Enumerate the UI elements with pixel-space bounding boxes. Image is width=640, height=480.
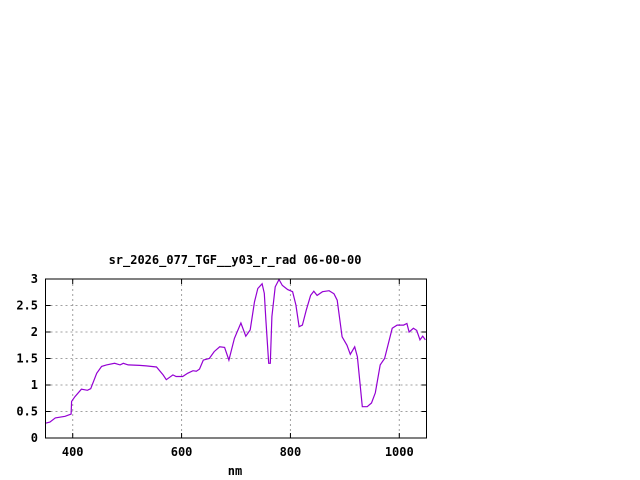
x-axis-label: nm (228, 464, 242, 478)
x-tick-label: 400 (62, 445, 84, 459)
x-tick-label: 600 (171, 445, 193, 459)
y-tick-label: 0.5 (16, 405, 38, 419)
y-tick-label: 3 (31, 272, 38, 286)
axis-ticks: 400 600 800 1000 0 0.5 1 1.5 2 2.5 3 (16, 272, 427, 459)
x-tick-label: 1000 (385, 445, 414, 459)
y-tick-label: 1 (31, 378, 38, 392)
grid (45, 279, 427, 438)
x-tick-label: 800 (280, 445, 302, 459)
series-line (45, 278, 426, 424)
y-tick-label: 1.5 (16, 352, 38, 366)
y-tick-label: 2 (31, 325, 38, 339)
plot-frame (45, 278, 427, 439)
chart-title: sr_2026_077_TGF__y03_r_rad 06-00-00 (109, 253, 362, 268)
y-tick-label: 0 (31, 431, 38, 445)
y-tick-label: 2.5 (16, 299, 38, 313)
